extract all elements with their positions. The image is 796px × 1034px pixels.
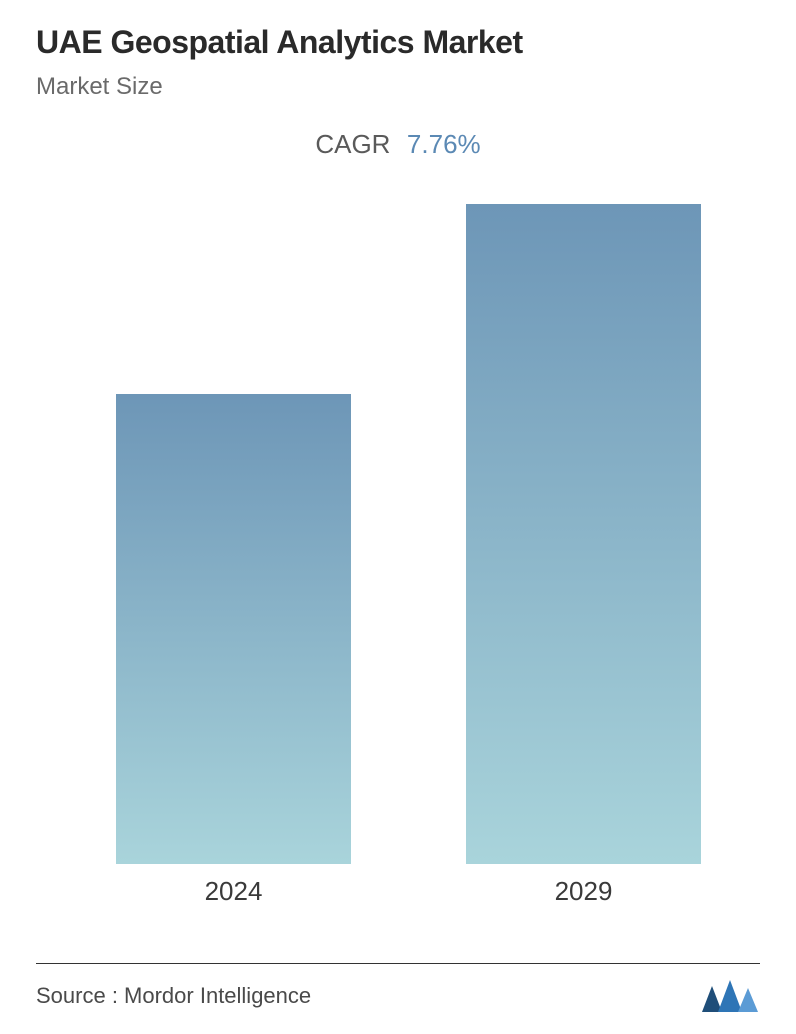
chart-container: UAE Geospatial Analytics Market Market S… <box>0 0 796 1034</box>
cagr-label: CAGR <box>315 129 390 159</box>
source-text: Source : Mordor Intelligence <box>36 983 311 1009</box>
chart-footer: Source : Mordor Intelligence <box>36 963 760 1014</box>
chart-subtitle: Market Size <box>36 73 760 101</box>
x-label-2029: 2029 <box>466 876 701 907</box>
chart-title: UAE Geospatial Analytics Market <box>36 24 760 61</box>
x-label-2024: 2024 <box>116 876 351 907</box>
mordor-logo-icon <box>700 978 760 1014</box>
cagr-value: 7.76% <box>407 129 481 159</box>
cagr-row: CAGR 7.76% <box>36 129 760 160</box>
x-axis-labels: 2024 2029 <box>36 876 760 926</box>
bar-2029 <box>466 204 701 864</box>
chart-area <box>36 184 760 864</box>
bar-2024 <box>116 394 351 864</box>
